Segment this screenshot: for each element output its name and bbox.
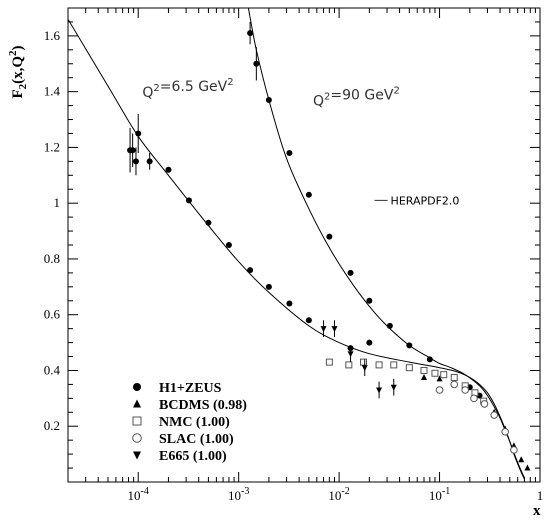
data-point: [501, 428, 509, 436]
data-point: [405, 364, 413, 372]
x-tick-label: 10-2: [328, 486, 349, 503]
data-point: [347, 351, 354, 358]
data-point: [390, 361, 398, 369]
legend-marker: [132, 416, 142, 426]
x-tick-label: 10-1: [429, 486, 450, 503]
data-point: [390, 384, 397, 391]
data-point: [129, 147, 136, 154]
data-point: [450, 380, 459, 389]
data-point: [360, 358, 368, 366]
data-point: [386, 322, 393, 329]
data-point: [247, 267, 254, 274]
data-point: [436, 375, 443, 382]
data-point: [165, 166, 172, 173]
legend-label: BCDMS (0.98): [159, 398, 247, 413]
data-point: [361, 365, 368, 372]
data-point: [265, 283, 272, 290]
x-tick-label: 1: [537, 488, 544, 503]
y-tick-label: 1.6: [44, 28, 61, 43]
data-point: [435, 386, 444, 394]
data-point: [518, 456, 525, 463]
y-tick-label: 0.4: [44, 362, 61, 377]
curve-q2-90: [247, 8, 525, 479]
data-point: [185, 197, 192, 204]
data-point: [325, 358, 333, 366]
data-point: [247, 30, 254, 37]
data-point: [225, 242, 232, 248]
data-point: [490, 411, 499, 419]
data-point: [331, 326, 338, 333]
data-point: [366, 297, 373, 304]
data-point: [253, 60, 260, 67]
data-point: [524, 464, 531, 471]
data-point: [265, 97, 272, 104]
curve-legend: HERAPDF2.0: [374, 194, 460, 207]
data-point: [286, 149, 293, 156]
data-point: [420, 366, 428, 374]
data-point: [347, 269, 354, 276]
annotation-q2-90: Q2=90 GeV2: [313, 86, 400, 110]
legend-label: SLAC (1.00): [159, 432, 234, 447]
data-point: [376, 387, 383, 394]
x-axis-label: x: [533, 503, 541, 519]
data-point: [426, 356, 433, 363]
data-point: [326, 233, 333, 240]
data-point: [480, 400, 489, 408]
plot-frame: [67, 7, 541, 483]
y-tick-label: 0.8: [44, 251, 60, 266]
data-point: [420, 373, 427, 380]
data-point: [305, 191, 312, 198]
data-point: [510, 446, 518, 454]
legend: H1+ZEUS BCDMS (0.98) NMC (1.00) SLAC (1.00)…: [132, 381, 247, 464]
legend-marker: [133, 451, 141, 460]
data-point: [205, 219, 212, 226]
data-point: [470, 394, 478, 403]
annotation-q2-6p5: Q2=6.5 GeV2: [142, 77, 233, 101]
legend-marker: [133, 399, 141, 408]
data-point: [431, 369, 439, 377]
legend-marker: [133, 383, 141, 391]
data-point: [440, 371, 448, 379]
data-point: [450, 373, 458, 381]
data-point: [135, 130, 142, 137]
legend-label: NMC (1.00): [159, 415, 230, 430]
legend-label: H1+ZEUS: [159, 381, 222, 396]
data-point: [461, 386, 469, 394]
data-point: [132, 158, 139, 165]
x-axis: 10-4 10-3 10-2 10-1 1: [67, 8, 544, 503]
data-point: [146, 158, 153, 165]
legend-marker: [132, 433, 142, 443]
curve-q2-6p5: [68, 18, 525, 480]
data-points: [127, 21, 531, 471]
y-tick-label: 1.2: [44, 139, 60, 154]
data-point: [375, 361, 383, 369]
curve-legend-label: HERAPDF2.0: [391, 194, 460, 207]
y-tick-label: 0.6: [44, 307, 61, 322]
data-point: [406, 342, 413, 349]
y-axis: 0.2 0.4 0.6 0.8 1 1.2 1.4 1.6: [44, 7, 540, 469]
x-tick-label: 10-4: [128, 486, 149, 503]
y-tick-label: 1: [54, 195, 61, 210]
data-point: [345, 361, 353, 369]
y-tick-label: 1.4: [44, 84, 61, 99]
legend-label: E665 (1.00): [159, 449, 227, 464]
data-point: [366, 339, 373, 346]
data-point: [305, 317, 312, 324]
curves: [68, 8, 525, 480]
y-tick-label: 0.2: [44, 418, 60, 433]
y-axis-label: F2(x,Q2): [7, 45, 29, 98]
x-tick-label: 10-3: [228, 486, 249, 503]
data-point: [286, 300, 293, 307]
data-point: [320, 326, 327, 333]
